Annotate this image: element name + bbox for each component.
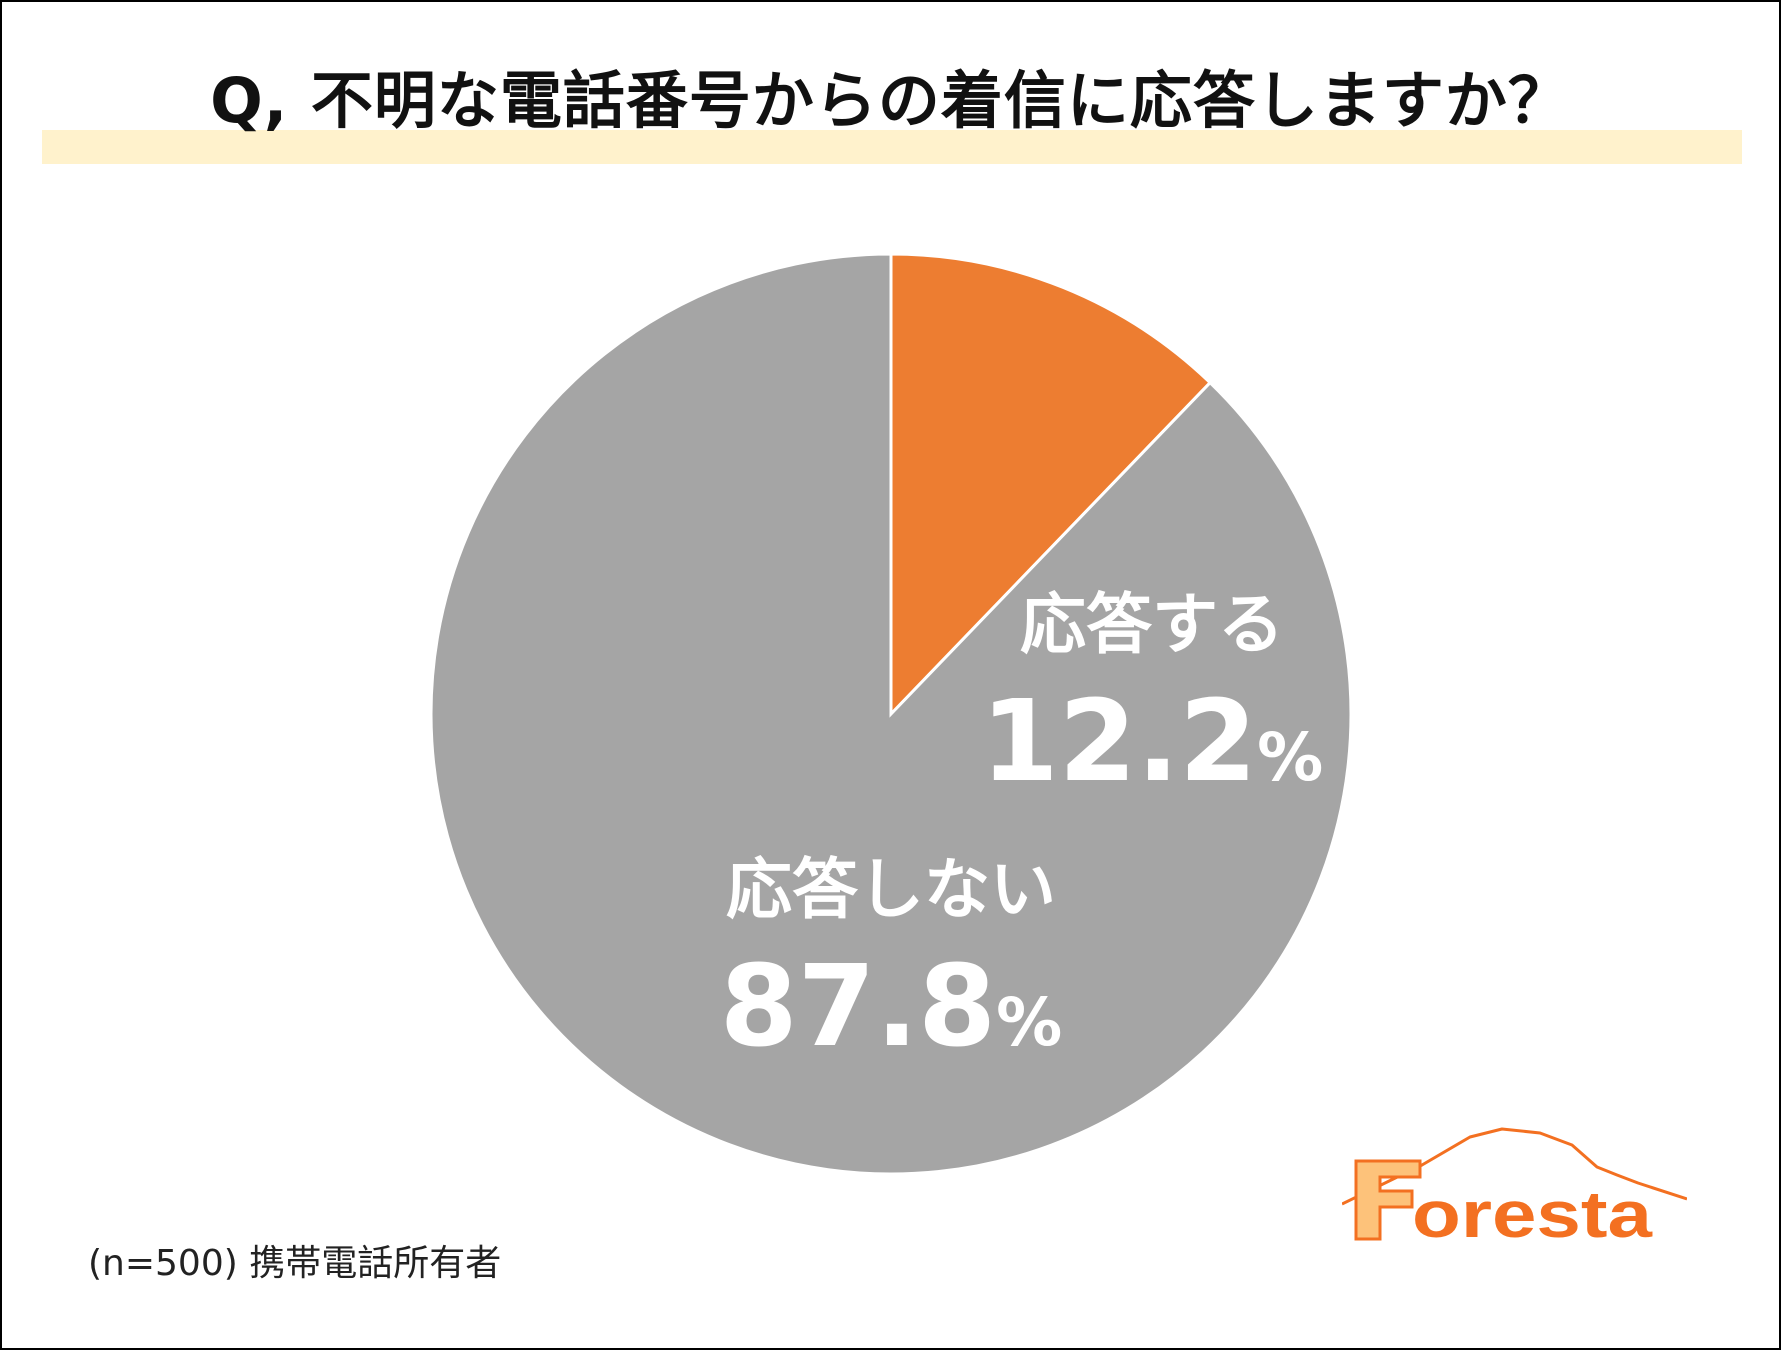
logo-roof-line — [1342, 1127, 1687, 1206]
slice-category-label-1: 応答しない — [726, 851, 1056, 928]
title-highlight — [42, 130, 1742, 164]
logo-f-letter — [1354, 1159, 1422, 1241]
sample-footnote: (n=500) 携帯電話所有者 — [88, 1243, 502, 1284]
pie-slice-0 — [889, 252, 1213, 718]
chart-title: Q, 不明な電話番号からの着信に応答しますか？ — [210, 64, 1571, 137]
foresta-logo: oresta — [1342, 1127, 1687, 1242]
slice-value-label-1: 87.8% — [720, 942, 1062, 1072]
pie-slice-1 — [429, 252, 1353, 1176]
slice-category-label-0: 応答する — [1020, 586, 1284, 663]
logo-wordmark: oresta — [1412, 1177, 1654, 1242]
slice-value-label-0: 12.2% — [981, 677, 1323, 807]
